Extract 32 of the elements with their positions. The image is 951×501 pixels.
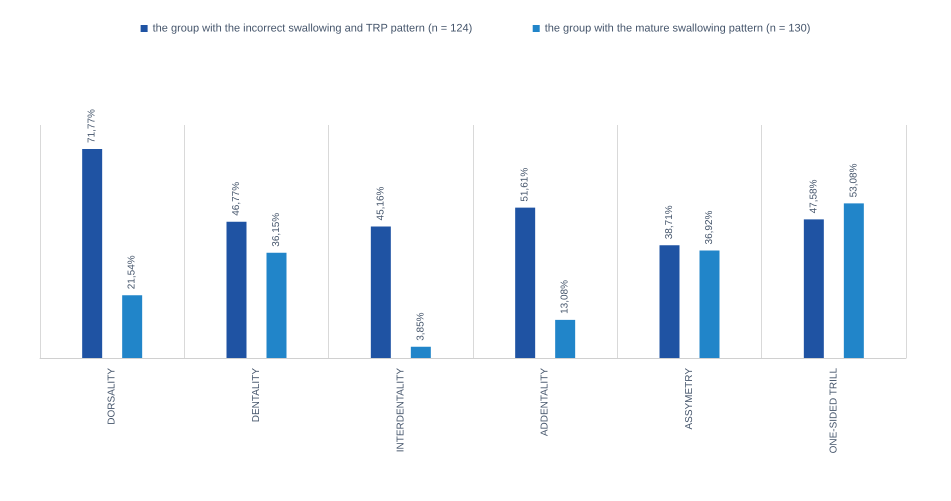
data-label: 36,92% [704, 210, 715, 244]
bar [226, 222, 246, 358]
data-label: 47,58% [808, 179, 820, 214]
data-label: 45,16% [375, 186, 386, 220]
data-label: 51,61% [520, 168, 531, 202]
x-tick-label: ADDENTALITY [540, 368, 551, 436]
data-label: 3,85% [415, 312, 426, 341]
bar [266, 252, 286, 358]
data-label: 53,08% [848, 163, 860, 198]
bar [410, 346, 431, 358]
bar [122, 295, 142, 358]
bar [515, 208, 536, 358]
bar [660, 245, 680, 358]
x-tick-label: DORSALITY [106, 368, 118, 425]
x-tick-label: ASSYMETRY [684, 368, 695, 430]
bar [804, 219, 824, 358]
data-label: 21,54% [126, 255, 138, 290]
bar [370, 226, 391, 358]
data-label: 46,77% [231, 182, 242, 216]
bar [844, 203, 864, 358]
data-label: 13,08% [560, 280, 571, 314]
data-label: 36,15% [271, 212, 282, 247]
data-label: 71,77% [86, 108, 98, 143]
legend-label: the group with the mature swallowing pattern (n = 130) [544, 22, 810, 34]
bar [82, 148, 102, 358]
x-tick-label: DENTALITY [251, 368, 262, 422]
x-tick-label: ONE-SIDED TRILL [828, 368, 840, 454]
bar [700, 250, 720, 358]
legend-label: the group with the incorrect swallowing and TRP pattern (n = 124) [152, 22, 472, 34]
data-label: 38,71% [664, 205, 675, 240]
bar [555, 320, 576, 358]
x-tick-label: INTERDENTALITY [395, 368, 406, 452]
